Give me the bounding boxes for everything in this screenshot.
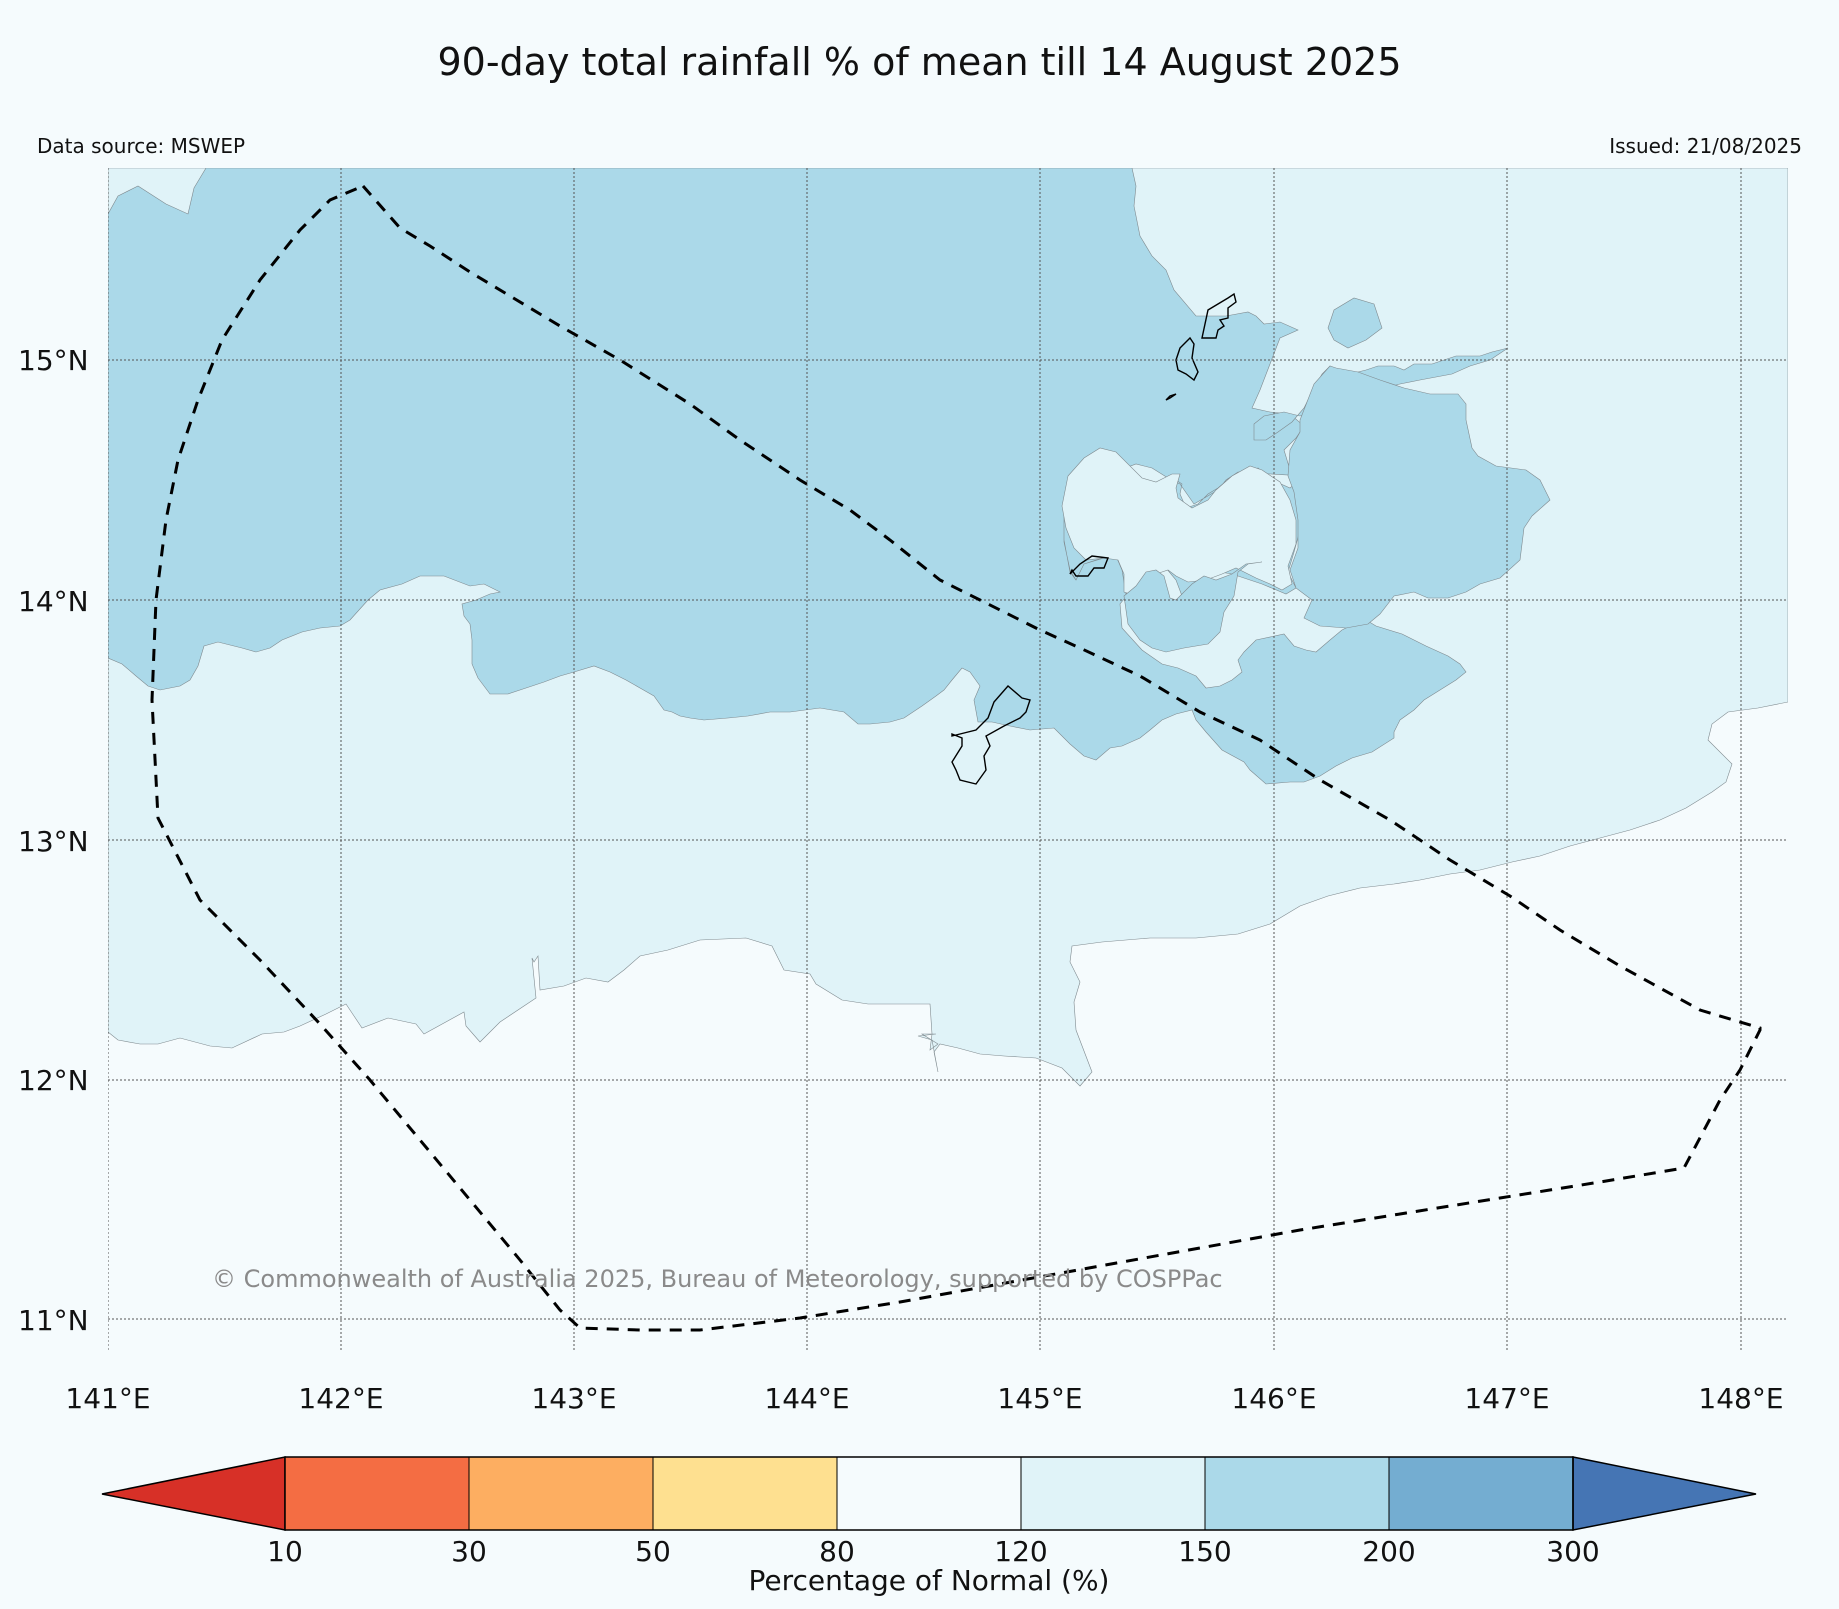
guam-coastline [951, 685, 1031, 785]
rainfall-region-150-200-islet [1327, 297, 1383, 349]
lat-tick-label: 15°N [18, 344, 89, 377]
lon-tick-label: 146°E [1231, 1382, 1316, 1415]
lon-tick-label: 147°E [1464, 1382, 1549, 1415]
colorbar-segment [1020, 1456, 1206, 1531]
lon-axis: 141°E 142°E 143°E 144°E 145°E 146°E 147°… [65, 1382, 1783, 1415]
lon-tick-label: 145°E [997, 1382, 1082, 1415]
saipan-coastline [1201, 292, 1237, 339]
colorbar-segment [652, 1456, 838, 1531]
colorbar-tick-label: 50 [635, 1535, 671, 1568]
issued-date-label: Issued: 21/08/2025 [1609, 134, 1802, 158]
colorbar-tick-label: 30 [451, 1535, 487, 1568]
lat-tick-label: 14°N [18, 585, 89, 618]
colorbar-segment [836, 1456, 1022, 1531]
colorbar-segment [1388, 1456, 1574, 1531]
rainfall-region-150-200-ridge [1123, 561, 1263, 653]
lon-tick-label: 143°E [531, 1382, 616, 1415]
lon-tick-label: 148°E [1698, 1382, 1783, 1415]
colorbar-frame [284, 1456, 1574, 1531]
rainfall-region-120-150-pocket [1061, 447, 1297, 595]
colorbar-tick-label: 300 [1546, 1535, 1599, 1568]
lon-tick-label: 141°E [65, 1382, 150, 1415]
colorbar-tick-label: 10 [267, 1535, 303, 1568]
colorbar-segment [1204, 1456, 1390, 1531]
colorbar-low-extend [101, 1456, 286, 1531]
lat-tick-label: 12°N [18, 1064, 89, 1097]
colorbar-tick-label: 80 [819, 1535, 855, 1568]
data-source-label: Data source: MSWEP [37, 134, 246, 158]
colorbar-label: Percentage of Normal (%) [749, 1564, 1110, 1597]
lat-tick-label: 11°N [18, 1304, 89, 1337]
colorbar-tick-label: 150 [1178, 1535, 1231, 1568]
gridlines [108, 168, 1788, 1352]
colorbar-tick-label: 200 [1362, 1535, 1415, 1568]
copyright-text: © Commonwealth of Australia 2025, Bureau… [212, 1265, 1223, 1293]
rainfall-region-150-200-lobe [1287, 365, 1551, 629]
lat-tick-label: 13°N [18, 825, 89, 858]
colorbar-tick-label: 120 [994, 1535, 1047, 1568]
colorbar-high-extend [1572, 1456, 1757, 1531]
map-title: 90-day total rainfall % of mean till 14 … [437, 40, 1402, 84]
aguijan-coastline [1165, 393, 1177, 401]
lon-tick-label: 144°E [764, 1382, 849, 1415]
lon-tick-label: 142°E [298, 1382, 383, 1415]
colorbar: 10 30 50 80 120 150 200 300 Percentage o… [101, 1456, 1757, 1597]
colorbar-segment [284, 1456, 470, 1531]
tinian-coastline [1175, 336, 1199, 382]
lat-axis: 15°N 14°N 13°N 12°N 11°N [18, 344, 89, 1337]
rota-coastline [1069, 555, 1109, 577]
colorbar-segment [468, 1456, 654, 1531]
eez-boundary [150, 184, 1762, 1332]
